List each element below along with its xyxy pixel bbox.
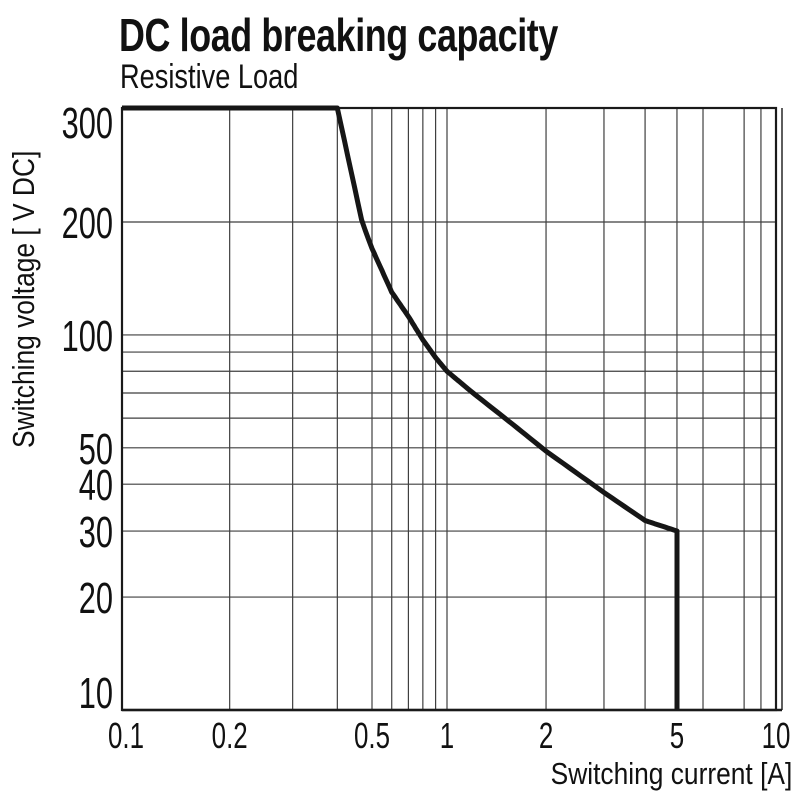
x-tick-label: 0.2 (212, 716, 248, 756)
x-tick-label: 5 (670, 716, 684, 756)
x-tick-label: 1 (440, 716, 454, 756)
y-tick-label: 100 (62, 313, 113, 362)
y-tick-label: 10 (79, 670, 113, 719)
plot-border (120, 106, 778, 712)
chart-title: DC load breaking capacity (119, 9, 558, 61)
y-tick-label: 30 (79, 509, 113, 558)
y-axis-title: Switching voltage [ V DC] (6, 98, 42, 448)
y-tick-label: 300 (62, 100, 113, 149)
y-tick-label: 20 (79, 575, 113, 624)
x-tick-label: 10 (762, 716, 791, 756)
y-tick-label: 200 (62, 200, 113, 249)
y-tick-label: 50 (79, 426, 113, 475)
x-axis-title: Switching current [A] (550, 756, 792, 791)
capacity-curve (122, 105, 680, 710)
y-tick-label: 40 (79, 462, 113, 511)
x-tick-label: 0.1 (108, 716, 144, 756)
x-tick-label: 2 (539, 716, 553, 756)
y-axis-title-text: Switching voltage [ V DC] (6, 150, 41, 448)
x-tick-label: 0.5 (354, 716, 390, 756)
chart-subtitle: Resistive Load (120, 58, 299, 96)
